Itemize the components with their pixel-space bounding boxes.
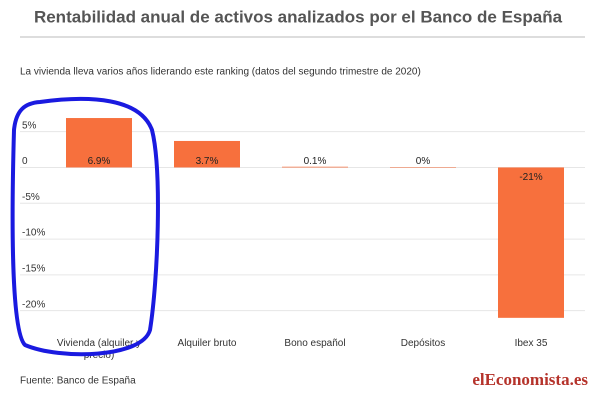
plot: 5% 0 -5% -10% -15% -20% 6.9% Vivienda (alquiler… — [20, 118, 585, 361]
y-tick-label: -20% — [22, 299, 45, 310]
source: Fuente: Banco de España — [20, 376, 136, 387]
y-tick-label: -5% — [22, 192, 40, 203]
chart-title: Rentabilidad anual de activos analizados… — [34, 7, 563, 26]
x-tick-label: Bono español — [284, 338, 346, 349]
value-label: 6.9% — [88, 156, 111, 167]
x-tick-label: Alquiler bruto — [177, 338, 237, 349]
value-label: 0% — [416, 156, 431, 167]
value-label: 3.7% — [196, 156, 219, 167]
value-label: -21% — [519, 172, 542, 183]
bar — [174, 140, 240, 168]
bar — [282, 166, 348, 168]
y-tick-label: -10% — [22, 228, 45, 239]
logo: elEconomista.es — [472, 370, 588, 389]
x-tick-label: Depósitos — [400, 338, 446, 349]
x-tick-label-box: Depósitos — [400, 338, 446, 349]
x-tick-label-box: Ibex 35 — [514, 338, 548, 349]
bar — [66, 118, 132, 168]
x-tick-label-box: Alquiler bruto — [177, 338, 237, 349]
x-tick-label: Vivienda (alquiler y precio) — [56, 338, 142, 361]
y-tick-label: 5% — [22, 120, 37, 131]
bar — [498, 167, 564, 318]
y-tick-label: -15% — [22, 264, 45, 275]
value-label: 0.1% — [304, 156, 327, 167]
bar — [390, 167, 456, 168]
chart-subtitle: La vivienda lleva varios años liderando … — [20, 67, 421, 78]
y-tick-label: 0 — [22, 156, 28, 167]
hand-drawn-circle — [10, 96, 160, 357]
x-tick-label: Ibex 35 — [514, 338, 548, 349]
x-tick-label-box: Bono español — [284, 338, 346, 349]
